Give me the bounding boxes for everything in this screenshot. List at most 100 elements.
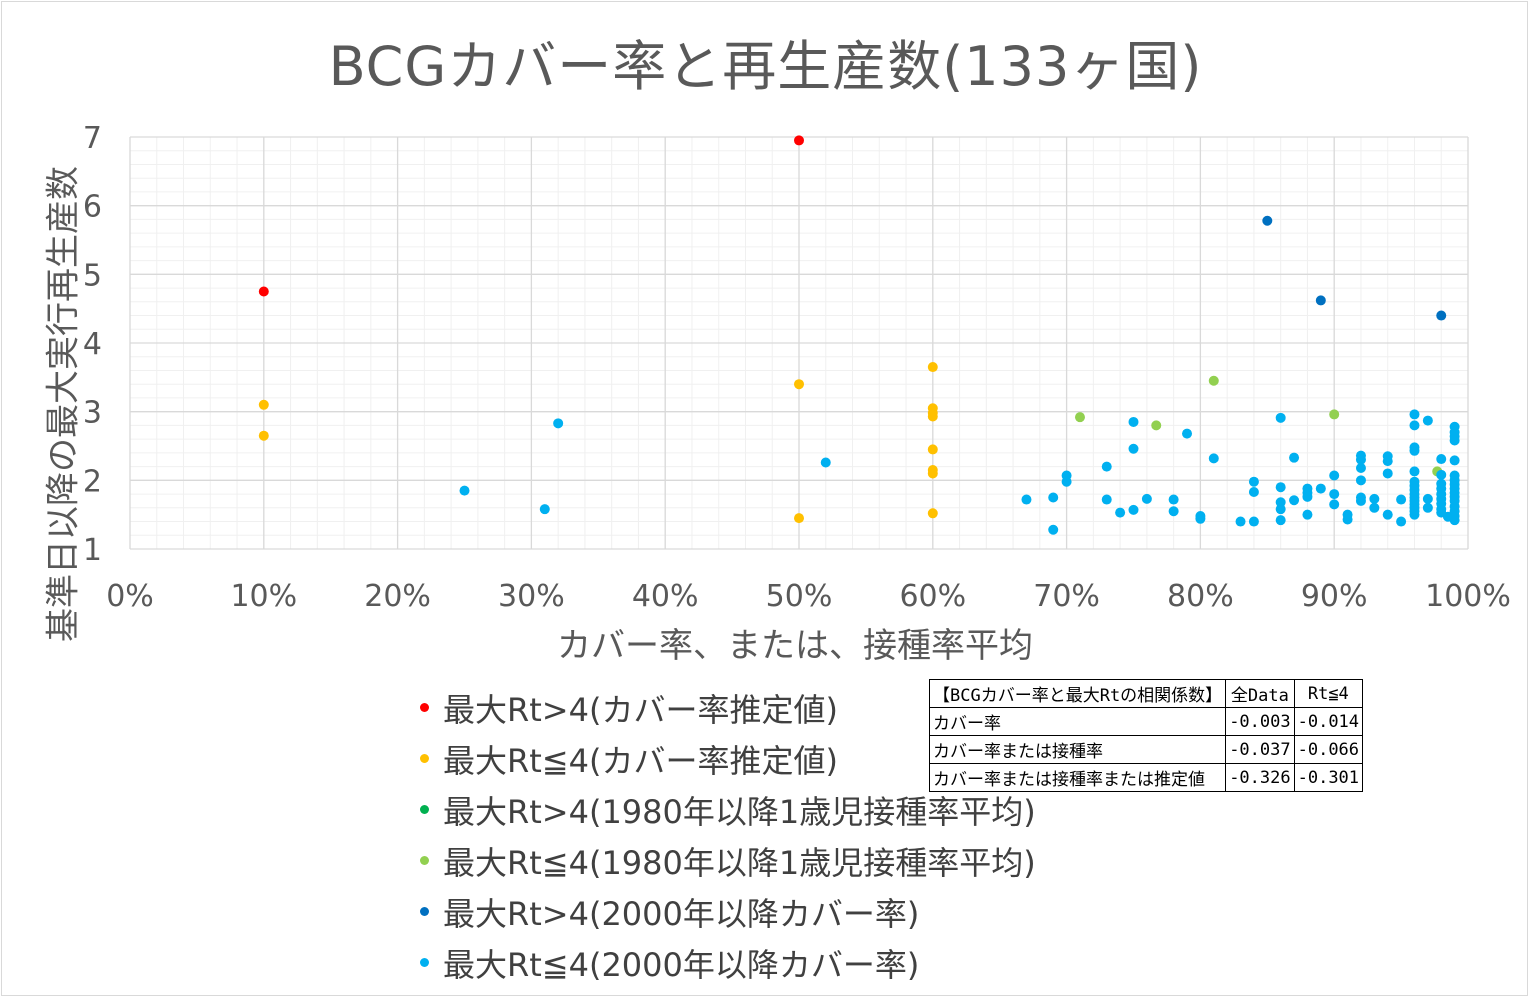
data-point (1315, 295, 1326, 306)
data-point (1355, 454, 1366, 465)
legend-label: 最大Rt≦4(2000年以降カバー率) (443, 945, 920, 984)
data-point (1275, 482, 1286, 493)
data-point (820, 457, 831, 468)
data-point (1409, 466, 1420, 477)
data-point (1422, 502, 1433, 513)
data-point (1449, 455, 1460, 466)
data-point (927, 444, 938, 455)
data-point (1275, 497, 1286, 508)
correlation-value: -0.301 (1293, 763, 1364, 792)
x-tick-label: 60% (899, 579, 966, 614)
legend-marker (420, 703, 429, 712)
correlation-table-header-row: 【BCGカバー率と最大Rtの相関係数】 全Data Rt≦4 (928, 679, 1364, 708)
legend-marker (420, 958, 429, 967)
data-point (1355, 462, 1366, 473)
data-point (1449, 435, 1460, 446)
y-tick-label: 7 (83, 121, 102, 156)
data-point (1329, 409, 1340, 420)
legend-label: 最大Rt≦4(カバー率推定値) (443, 741, 838, 780)
x-tick-label: 70% (1033, 579, 1100, 614)
correlation-value: -0.066 (1293, 735, 1364, 764)
y-tick-label: 4 (83, 327, 102, 362)
legend-label: 最大Rt>4(2000年以降カバー率) (443, 894, 920, 933)
data-point (258, 286, 269, 297)
legend-item: 最大Rt≦4(カバー率推定値) (420, 733, 1036, 784)
data-point (927, 468, 938, 479)
correlation-value: -0.037 (1225, 735, 1295, 764)
x-tick-label: 90% (1301, 579, 1368, 614)
data-point (1329, 489, 1340, 500)
data-point (1369, 502, 1380, 513)
data-point (1074, 412, 1085, 423)
data-point (1048, 524, 1059, 535)
x-tick-label: 50% (766, 579, 833, 614)
correlation-table-row: カバー率 -0.003 -0.014 (928, 707, 1364, 736)
y-tick-label: 3 (83, 396, 102, 431)
correlation-row-label: カバー率または接種率 (928, 735, 1227, 764)
legend-label: 最大Rt>4(カバー率推定値) (443, 690, 838, 729)
legend-marker (420, 856, 429, 865)
data-point (1115, 507, 1126, 518)
data-point (1275, 412, 1286, 423)
data-point (1449, 515, 1460, 526)
correlation-table-row: カバー率または接種率または推定値 -0.326 -0.301 (928, 763, 1364, 792)
data-point (1409, 420, 1420, 431)
data-point (1289, 452, 1300, 463)
correlation-value: -0.326 (1225, 763, 1295, 792)
data-point (1168, 494, 1179, 505)
data-point (1235, 516, 1246, 527)
data-point (1436, 310, 1447, 321)
data-point (794, 379, 804, 390)
data-point (1195, 513, 1206, 524)
y-tick-label: 1 (83, 533, 102, 568)
x-tick-label: 0% (106, 579, 154, 614)
data-point (927, 362, 938, 373)
data-point (1302, 491, 1313, 502)
data-point (1168, 506, 1179, 517)
data-point (1329, 499, 1340, 510)
x-tick-label: 40% (632, 579, 699, 614)
data-point (553, 418, 564, 429)
data-point (794, 513, 804, 524)
legend-item: 最大Rt>4(2000年以降カバー率) (420, 886, 1036, 937)
data-point (1342, 514, 1353, 525)
chart-title: BCGカバー率と再生産数(133ヶ国) (328, 35, 1203, 98)
x-tick-labels: 0% 10% 20% 30% 40% 50% 60% 70% 80% 90% 100% (106, 579, 1511, 614)
data-point (1355, 495, 1366, 506)
legend-item: 最大Rt≦4(2000年以降カバー率) (420, 937, 1036, 988)
data-point (1101, 494, 1112, 505)
data-point (1248, 516, 1259, 527)
correlation-table-row: カバー率または接種率 -0.037 -0.066 (928, 735, 1364, 764)
data-point (1128, 504, 1139, 515)
data-point (1382, 456, 1393, 467)
data-point (1262, 215, 1273, 226)
data-point (1021, 494, 1032, 505)
correlation-value: -0.014 (1293, 707, 1364, 736)
data-point (1302, 509, 1313, 520)
data-point (1208, 375, 1219, 386)
major-gridlines (129, 136, 1469, 550)
data-point (1436, 454, 1447, 465)
y-tick-label: 6 (83, 190, 102, 225)
correlation-table-header: Rt≦4 (1293, 679, 1364, 708)
data-point (1382, 509, 1393, 520)
data-point (1128, 416, 1139, 427)
x-tick-label: 100% (1425, 579, 1511, 614)
data-point (1061, 476, 1072, 487)
legend-label: 最大Rt≦4(1980年以降1歳児接種率平均) (443, 843, 1036, 882)
x-tick-label: 80% (1167, 579, 1234, 614)
legend: 最大Rt>4(カバー率推定値) 最大Rt≦4(カバー率推定値) 最大Rt>4(198… (420, 682, 1036, 988)
data-point (1151, 420, 1162, 431)
legend-marker (420, 805, 429, 814)
data-point (1396, 516, 1407, 527)
data-point (459, 485, 470, 496)
data-point (1128, 443, 1139, 454)
data-point (1396, 494, 1407, 505)
data-point (1409, 445, 1420, 456)
data-point (1248, 476, 1259, 487)
y-tick-labels: 1 2 3 4 5 6 7 (83, 121, 102, 568)
data-point (1182, 428, 1193, 439)
x-tick-label: 10% (230, 579, 297, 614)
